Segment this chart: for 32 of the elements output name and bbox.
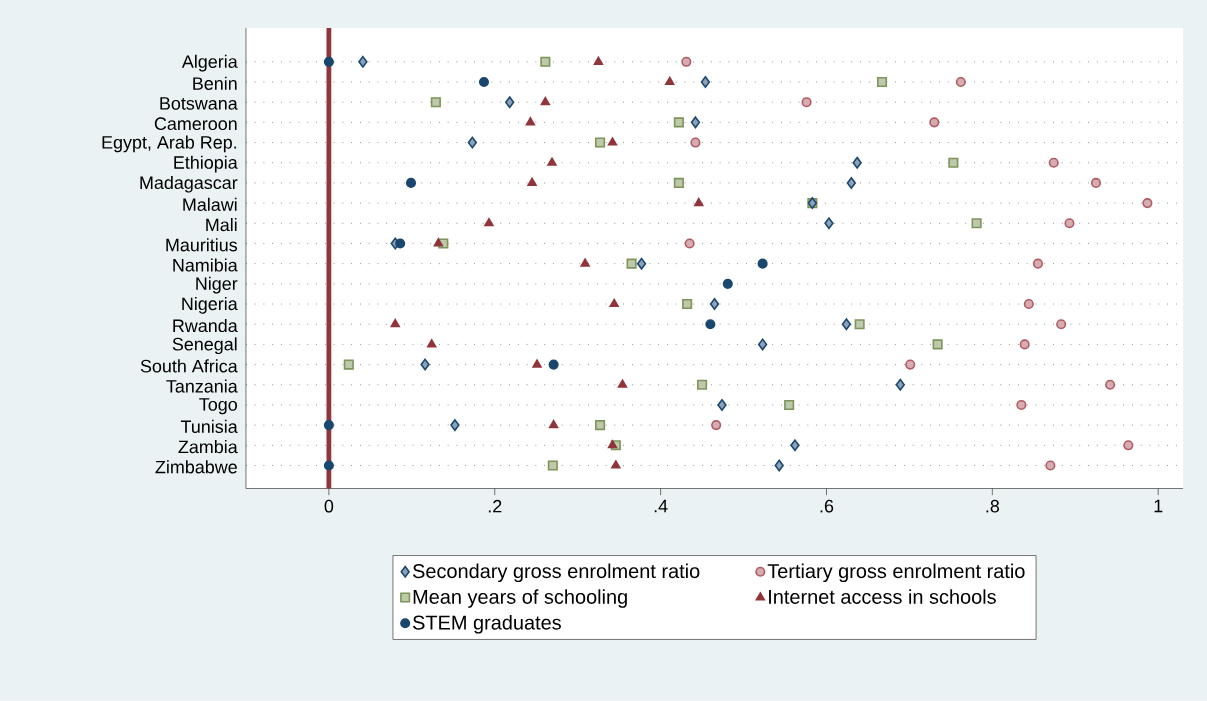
y-tick-label: Algeria (181, 54, 238, 72)
legend-label: STEM graduates (413, 615, 561, 634)
x-tick-label: .6 (820, 499, 834, 513)
y-tick-label: Madagascar (140, 175, 238, 193)
x-tick-label: .2 (488, 499, 502, 513)
y-tick-label: Ethiopia (174, 155, 238, 173)
x-tick-label: 0 (324, 499, 334, 513)
y-tick-label: Mauritius (166, 238, 238, 252)
y-tick-label: Namibia (173, 258, 238, 272)
y-tick-label: Togo (199, 398, 237, 415)
y-tick-label: Rwanda (173, 319, 238, 333)
legend-label: Internet access in schools (769, 589, 996, 604)
legend-label: Secondary gross enrolment ratio (413, 563, 700, 583)
y-tick-label: Tunisia (180, 419, 238, 434)
y-tick-label: Niger (196, 276, 238, 294)
y-tick-label: Egypt, Arab Rep. (102, 135, 237, 153)
x-tick-label: 1 (1154, 499, 1163, 513)
legend-label: Tertiary gross enrolment ratio (767, 563, 1025, 583)
y-tick-label: Malawi (183, 197, 237, 212)
y-tick-label: Cameroon (154, 117, 237, 131)
y-tick-label: Zambia (178, 440, 238, 454)
legend-label: Mean years of schooling (413, 589, 627, 608)
y-tick-label: Benin (193, 76, 237, 90)
y-tick-label: Zimbabwe (155, 460, 237, 474)
y-tick-label: Senegal (172, 337, 237, 355)
x-tick-label: .4 (654, 499, 668, 513)
y-tick-label: Botswana (160, 97, 238, 110)
y-tick-label: Mali (206, 218, 237, 232)
y-tick-label: Nigeria (182, 297, 238, 314)
y-tick-label: South Africa (140, 359, 238, 373)
x-tick-label: .8 (986, 499, 1000, 513)
y-tick-label: Tanzania (166, 379, 238, 393)
